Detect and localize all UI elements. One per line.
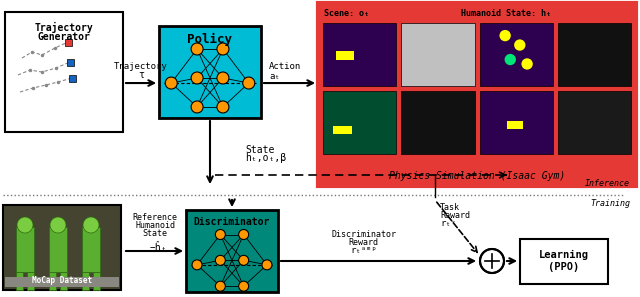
- FancyBboxPatch shape: [557, 23, 631, 86]
- Text: Humanoid: Humanoid: [135, 221, 175, 230]
- Text: Learning
(PPO): Learning (PPO): [539, 250, 589, 272]
- Text: rₜ⁻: rₜ⁻: [440, 219, 456, 228]
- Circle shape: [50, 217, 66, 233]
- Circle shape: [217, 101, 229, 113]
- Text: aₜ: aₜ: [269, 72, 280, 81]
- Circle shape: [217, 43, 229, 55]
- FancyBboxPatch shape: [49, 227, 67, 272]
- FancyBboxPatch shape: [401, 91, 474, 154]
- Text: Task: Task: [440, 203, 460, 212]
- Circle shape: [17, 217, 33, 233]
- Circle shape: [192, 260, 202, 270]
- Circle shape: [504, 54, 516, 65]
- FancyBboxPatch shape: [68, 75, 76, 81]
- FancyBboxPatch shape: [336, 51, 355, 60]
- Text: Reward: Reward: [440, 211, 470, 220]
- FancyBboxPatch shape: [318, 3, 636, 186]
- Text: Scene: oₜ: Scene: oₜ: [324, 9, 369, 18]
- Circle shape: [165, 77, 177, 89]
- Circle shape: [239, 230, 249, 239]
- FancyBboxPatch shape: [82, 227, 100, 272]
- Text: Generator: Generator: [38, 32, 90, 42]
- Circle shape: [217, 72, 229, 84]
- Circle shape: [522, 58, 532, 69]
- FancyBboxPatch shape: [333, 126, 351, 135]
- FancyBboxPatch shape: [5, 277, 119, 287]
- Text: rₜᵃᵐᵖ: rₜᵃᵐᵖ: [350, 246, 377, 255]
- Text: Training: Training: [590, 199, 630, 208]
- Text: Policy: Policy: [188, 33, 232, 46]
- Circle shape: [239, 281, 249, 291]
- Text: MoCap Dataset: MoCap Dataset: [32, 276, 92, 285]
- FancyBboxPatch shape: [60, 272, 67, 290]
- Text: Discriminator: Discriminator: [194, 217, 270, 227]
- Text: State: State: [245, 145, 275, 155]
- Circle shape: [191, 72, 203, 84]
- Circle shape: [83, 217, 99, 233]
- FancyBboxPatch shape: [16, 272, 23, 290]
- Circle shape: [262, 260, 272, 270]
- Text: Physics Simulation (Isaac Gym): Physics Simulation (Isaac Gym): [389, 171, 565, 181]
- Circle shape: [215, 230, 225, 239]
- Text: Reference: Reference: [132, 213, 177, 222]
- FancyBboxPatch shape: [159, 26, 261, 118]
- FancyBboxPatch shape: [67, 59, 74, 66]
- Text: Inference: Inference: [585, 179, 630, 188]
- Text: τ: τ: [138, 70, 144, 80]
- FancyBboxPatch shape: [479, 23, 553, 86]
- Circle shape: [215, 255, 225, 265]
- Text: Discriminator: Discriminator: [331, 230, 396, 239]
- FancyBboxPatch shape: [3, 205, 121, 290]
- FancyBboxPatch shape: [5, 12, 123, 132]
- FancyBboxPatch shape: [323, 23, 396, 86]
- Text: Humanoid State: hₜ: Humanoid State: hₜ: [461, 9, 551, 18]
- FancyBboxPatch shape: [27, 272, 34, 290]
- Circle shape: [215, 281, 225, 291]
- FancyBboxPatch shape: [479, 91, 553, 154]
- FancyBboxPatch shape: [520, 238, 608, 284]
- Text: hₜ,oₜ,β: hₜ,oₜ,β: [245, 153, 286, 163]
- Circle shape: [243, 77, 255, 89]
- FancyBboxPatch shape: [323, 91, 396, 154]
- Circle shape: [191, 101, 203, 113]
- Text: −ĥₜ: −ĥₜ: [150, 243, 168, 253]
- FancyBboxPatch shape: [49, 272, 56, 290]
- FancyBboxPatch shape: [557, 91, 631, 154]
- FancyBboxPatch shape: [186, 210, 278, 292]
- Circle shape: [191, 43, 203, 55]
- Text: Reward: Reward: [349, 238, 378, 247]
- Text: Trajectory: Trajectory: [114, 62, 168, 71]
- Circle shape: [514, 40, 525, 51]
- FancyBboxPatch shape: [401, 23, 474, 86]
- Circle shape: [499, 30, 511, 41]
- FancyBboxPatch shape: [16, 227, 34, 272]
- Text: Action: Action: [269, 62, 301, 71]
- FancyBboxPatch shape: [82, 272, 89, 290]
- Text: State: State: [143, 229, 168, 238]
- Circle shape: [239, 255, 249, 265]
- FancyBboxPatch shape: [65, 39, 72, 45]
- Text: Trajectory: Trajectory: [35, 22, 93, 33]
- Circle shape: [480, 249, 504, 273]
- FancyBboxPatch shape: [93, 272, 100, 290]
- FancyBboxPatch shape: [508, 121, 524, 129]
